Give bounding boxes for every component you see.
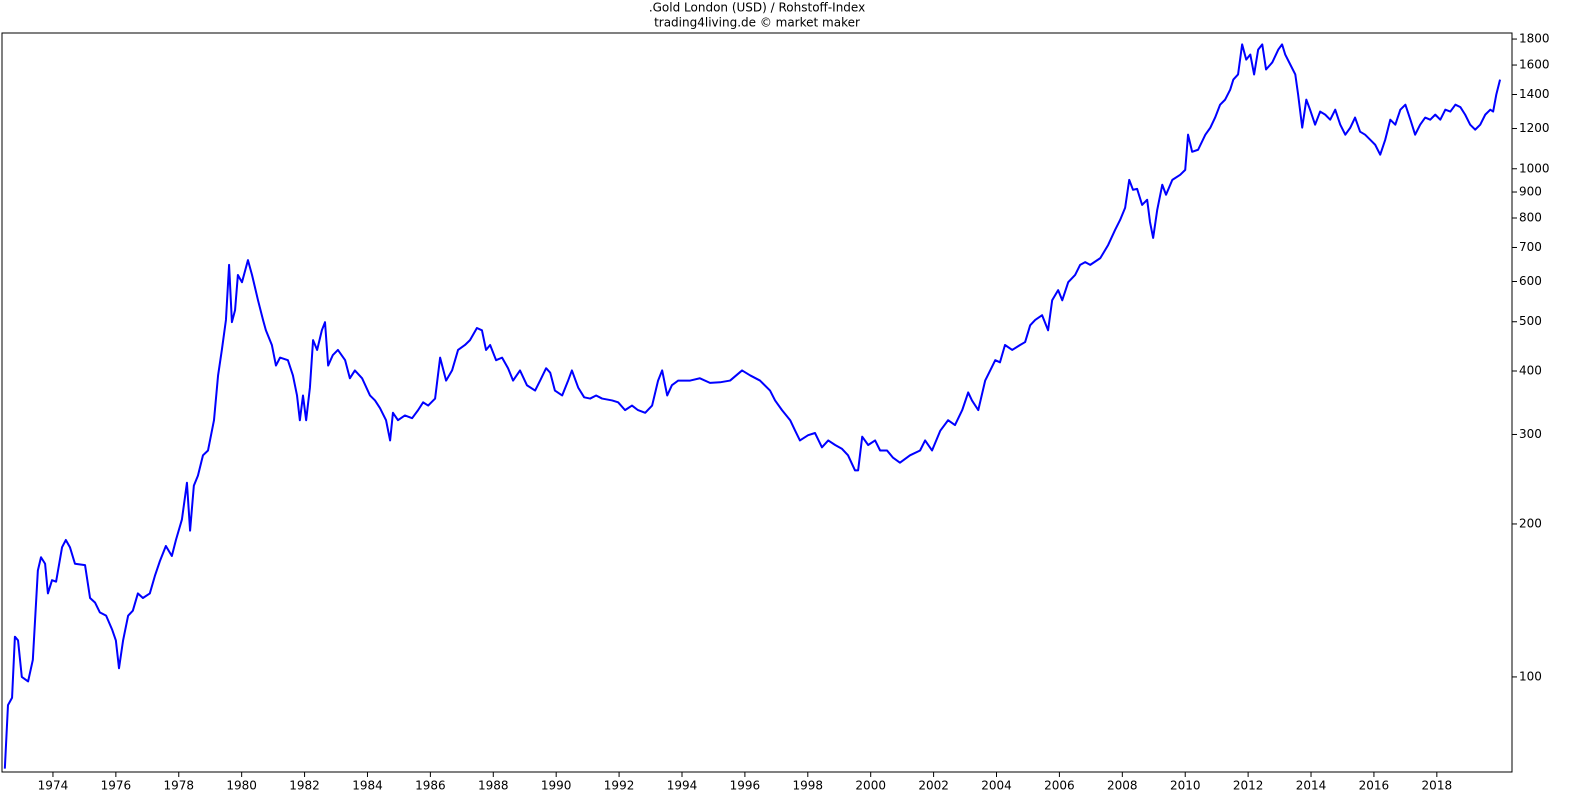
x-tick-label: 1974: [38, 779, 69, 793]
x-tick-label: 1980: [226, 779, 257, 793]
chart-title: .Gold London (USD) / Rohstoff-Index: [649, 1, 865, 15]
x-tick-label: 1982: [289, 779, 320, 793]
price-line: [3, 43, 1502, 769]
plot-frame: [1, 32, 1513, 773]
x-tick-label: 2010: [1170, 779, 1201, 793]
x-tick-label: 1990: [541, 779, 572, 793]
y-tick-label: 100: [1519, 669, 1542, 683]
x-tick-label: 1996: [730, 779, 761, 793]
y-tick-label: 500: [1519, 314, 1542, 328]
x-tick-label: 2014: [1296, 779, 1327, 793]
y-tick-label: 1000: [1519, 161, 1550, 175]
y-tick-label: 400: [1519, 363, 1542, 377]
x-tick-label: 2012: [1233, 779, 1264, 793]
x-tick-label: 2004: [981, 779, 1012, 793]
x-tick-label: 2008: [1107, 779, 1138, 793]
x-tick-label: 2016: [1359, 779, 1390, 793]
y-tick-label: 900: [1519, 185, 1542, 199]
y-tick-label: 600: [1519, 274, 1542, 288]
x-tick-label: 2000: [855, 779, 886, 793]
x-tick-label: 1984: [352, 779, 383, 793]
y-tick-label: 700: [1519, 240, 1542, 254]
x-tick-label: 1978: [163, 779, 194, 793]
x-tick-label: 1998: [793, 779, 824, 793]
x-tick-label: 1992: [604, 779, 635, 793]
y-tick-label: 1400: [1519, 87, 1550, 101]
x-tick-label: 2006: [1044, 779, 1075, 793]
x-tick-label: 2002: [918, 779, 949, 793]
x-tick-label: 1986: [415, 779, 446, 793]
y-tick-label: 800: [1519, 211, 1542, 225]
x-tick-label: 2018: [1422, 779, 1453, 793]
y-tick-label: 1600: [1519, 58, 1550, 72]
y-tick-label: 200: [1519, 516, 1542, 530]
y-tick-label: 1800: [1519, 32, 1550, 46]
y-tick-label: 1200: [1519, 121, 1550, 135]
chart-subtitle: trading4living.de © market maker: [654, 16, 860, 30]
y-tick-label: 300: [1519, 427, 1542, 441]
x-tick-label: 1988: [478, 779, 509, 793]
x-tick-label: 1994: [667, 779, 698, 793]
x-tick-label: 1976: [101, 779, 132, 793]
